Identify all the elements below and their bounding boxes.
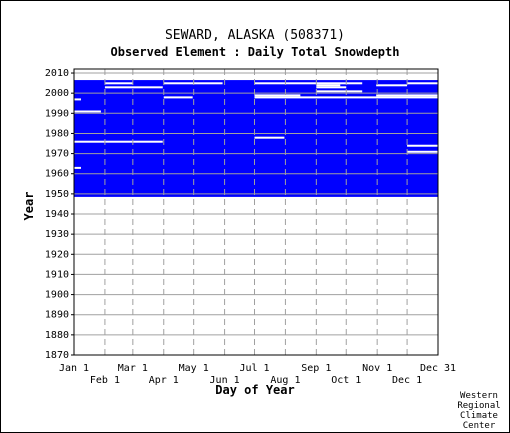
- credit-line-3: Climate: [460, 411, 498, 421]
- x-tick-label: Aug 1: [270, 375, 300, 386]
- chart-title: SEWARD, ALASKA (508371): [165, 28, 345, 43]
- y-tick-label: 1930: [45, 229, 69, 240]
- y-tick-label: 1960: [45, 169, 69, 180]
- y-tick-label: 1900: [45, 290, 69, 301]
- data-gap: [254, 96, 438, 99]
- data-gap: [407, 144, 438, 147]
- x-tick-label: Dec 1: [392, 375, 422, 386]
- data-gap: [316, 86, 347, 89]
- data-gap: [74, 140, 163, 143]
- x-tick-label: Sep 1: [301, 363, 331, 374]
- x-tick-label: Dec 31: [420, 363, 456, 374]
- x-tick-label: Jun 1: [210, 375, 240, 386]
- data-gap: [254, 82, 363, 85]
- x-tick-label: Nov 1: [362, 363, 392, 374]
- x-tick-label: Jan 1: [59, 363, 89, 374]
- data-gap: [104, 86, 163, 89]
- x-tick-label: Apr 1: [149, 375, 179, 386]
- data-gap: [316, 90, 363, 93]
- data-gap: [316, 84, 341, 87]
- credit-line-1: Western: [460, 391, 498, 401]
- y-axis-label: Year: [22, 192, 36, 221]
- x-tick-label: Feb 1: [90, 375, 120, 386]
- x-tick-label: May 1: [179, 363, 209, 374]
- y-tick-label: 1980: [45, 128, 69, 139]
- y-tick-label: 1870: [45, 350, 69, 361]
- data-gap: [163, 96, 193, 99]
- data-gap: [254, 94, 301, 97]
- data-gap: [74, 110, 101, 113]
- data-gap: [407, 150, 438, 153]
- y-tick-label: 2010: [45, 68, 69, 79]
- y-tick-label: 1910: [45, 269, 69, 280]
- y-tick-label: 1940: [45, 209, 69, 220]
- data-gap: [74, 166, 81, 169]
- credit-line-2: Regional: [457, 401, 500, 411]
- x-axis-label: Day of Year: [215, 383, 294, 397]
- data-gap: [74, 98, 81, 101]
- y-tick-label: 1890: [45, 310, 69, 321]
- data-gap: [376, 94, 438, 97]
- x-tick-label: Jul 1: [239, 363, 269, 374]
- y-tick-label: 2000: [45, 88, 69, 99]
- x-tick-label: Mar 1: [118, 363, 148, 374]
- y-tick-label: 1990: [45, 108, 69, 119]
- data-gap: [376, 84, 408, 87]
- y-tick-label: 1920: [45, 249, 69, 260]
- y-tick-label: 1880: [45, 330, 69, 341]
- data-gap: [254, 136, 285, 139]
- credit-line-4: Center: [463, 421, 496, 431]
- data-gap: [104, 82, 133, 85]
- y-tick-label: 1970: [45, 149, 69, 160]
- chart-subtitle: Observed Element : Daily Total Snowdepth: [111, 45, 400, 59]
- y-tick-label: 1950: [45, 189, 69, 200]
- plot-border: [73, 68, 439, 356]
- data-gap: [407, 82, 438, 85]
- x-tick-label: Oct 1: [331, 375, 361, 386]
